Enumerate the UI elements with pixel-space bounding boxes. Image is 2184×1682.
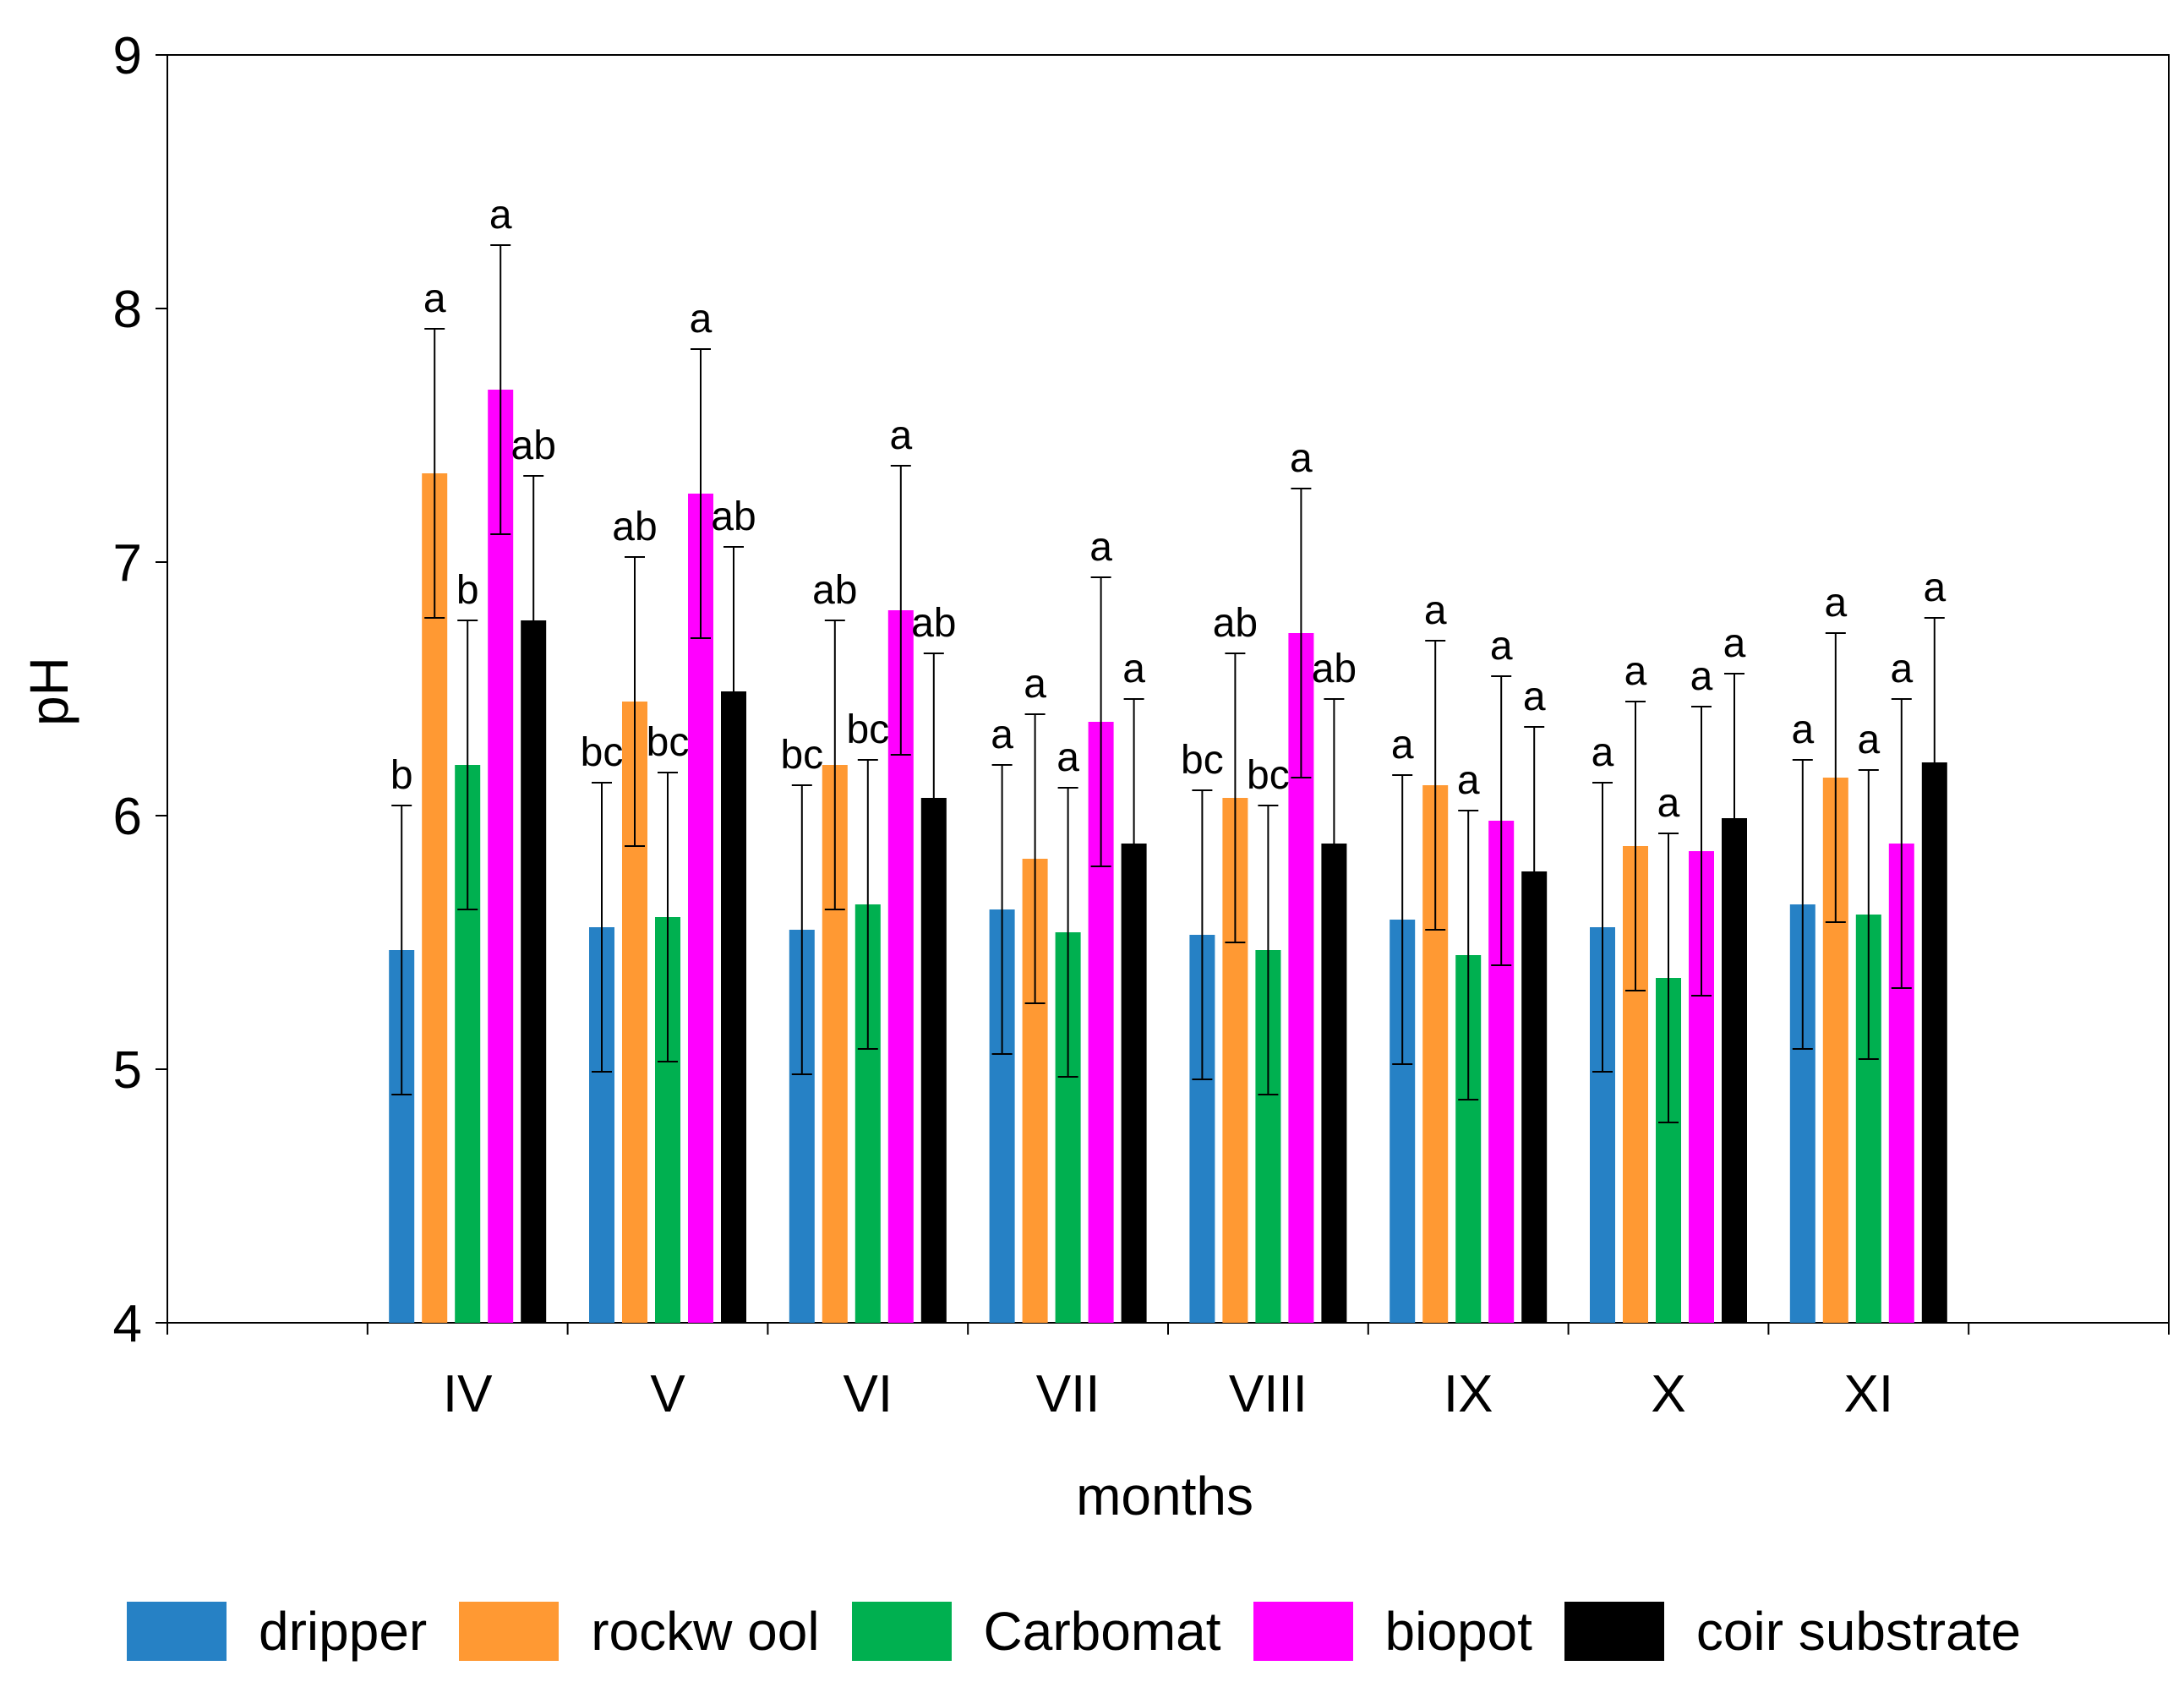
significance-letter: a	[1923, 565, 1946, 610]
significance-letter: a	[1690, 654, 1713, 699]
significance-letter: ab	[612, 505, 657, 549]
significance-letter: a	[1523, 674, 1546, 719]
y-axis-title: pH	[19, 657, 79, 726]
significance-letter: a	[1391, 723, 1414, 767]
x-tick-label: V	[650, 1365, 685, 1423]
significance-letter: a	[1824, 581, 1847, 625]
significance-letter: b	[456, 568, 479, 613]
significance-letter: ab	[711, 494, 756, 539]
significance-letter: a	[1592, 730, 1614, 775]
significance-letter: bc	[780, 733, 823, 778]
significance-letter: a	[1791, 707, 1814, 752]
legend-swatch	[459, 1602, 560, 1661]
legend-item: coir substrate	[1564, 1600, 2021, 1663]
significance-letter: bc	[1181, 738, 1224, 783]
significance-letter: a	[1024, 662, 1046, 707]
y-tick-label: 8	[113, 281, 142, 339]
y-tick-label: 9	[113, 27, 142, 85]
x-axis-title: months	[1076, 1466, 1253, 1526]
y-tick-label: 4	[113, 1295, 142, 1353]
significance-letter: a	[1723, 621, 1746, 666]
significance-letter: a	[991, 713, 1013, 757]
significance-letter: a	[1424, 588, 1447, 633]
legend-label: coir substrate	[1695, 1601, 2022, 1662]
bars	[389, 390, 1947, 1323]
legend-swatch	[851, 1602, 952, 1661]
x-tick-label: XI	[1844, 1365, 1894, 1423]
legend-item: Carbomat	[851, 1600, 1221, 1663]
significance-letter: bc	[846, 707, 889, 752]
legend: dripper rockw ool Carbomat biopot coir subst…	[127, 1581, 2053, 1682]
legend-label: dripper	[259, 1601, 428, 1662]
significance-letter: ab	[1213, 601, 1258, 646]
x-tick-label: VII	[1036, 1365, 1100, 1423]
legend-label: Carbomat	[983, 1601, 1221, 1662]
significance-letter: a	[1057, 735, 1079, 780]
significance-letter: bc	[647, 720, 690, 765]
significance-letter: a	[1890, 647, 1913, 691]
significance-letter: a	[489, 193, 512, 238]
x-tick-label: VI	[844, 1365, 893, 1423]
y-axis: 4 5 6 7 8 9	[113, 27, 167, 1353]
significance-letter: a	[889, 413, 912, 458]
legend-swatch	[127, 1602, 227, 1661]
significance-letter: a	[1624, 649, 1647, 694]
significance-letter: a	[1122, 647, 1145, 691]
legend-item: rockw ool	[459, 1600, 820, 1663]
significance-letter: a	[1857, 718, 1880, 762]
significance-letter: a	[1490, 624, 1513, 669]
significance-letter: a	[423, 276, 446, 321]
legend-swatch	[1253, 1602, 1353, 1661]
legend-item: dripper	[127, 1600, 427, 1663]
significance-letter: bc	[1247, 753, 1290, 798]
legend-swatch	[1564, 1602, 1664, 1661]
legend-label: rockw ool	[591, 1601, 820, 1662]
bar	[488, 390, 514, 1323]
x-tick-label: IV	[443, 1365, 493, 1423]
significance-letter: a	[1657, 781, 1680, 826]
y-tick-label: 6	[113, 788, 142, 846]
x-tick-label: IX	[1444, 1365, 1493, 1423]
significance-letter: b	[390, 753, 413, 798]
error-bars	[391, 244, 1945, 1123]
significance-letter: ab	[1312, 647, 1357, 691]
significance-letter: ab	[812, 568, 857, 613]
significance-letter: bc	[581, 730, 624, 775]
x-axis: IV V VI VII VIII IX X XI	[167, 1323, 2170, 1423]
significance-letter: a	[1089, 525, 1112, 570]
legend-label: biopot	[1384, 1601, 1532, 1662]
x-tick-label: X	[1651, 1365, 1685, 1423]
y-tick-label: 5	[113, 1041, 142, 1100]
y-tick-label: 7	[113, 534, 142, 593]
significance-letter: a	[1290, 436, 1313, 481]
significance-letter: ab	[911, 601, 956, 646]
significance-letter: ab	[511, 423, 556, 468]
x-tick-label: VIII	[1229, 1365, 1308, 1423]
legend-item: biopot	[1253, 1600, 1532, 1663]
significance-letter: a	[1457, 758, 1480, 803]
significance-letter: a	[690, 297, 713, 341]
